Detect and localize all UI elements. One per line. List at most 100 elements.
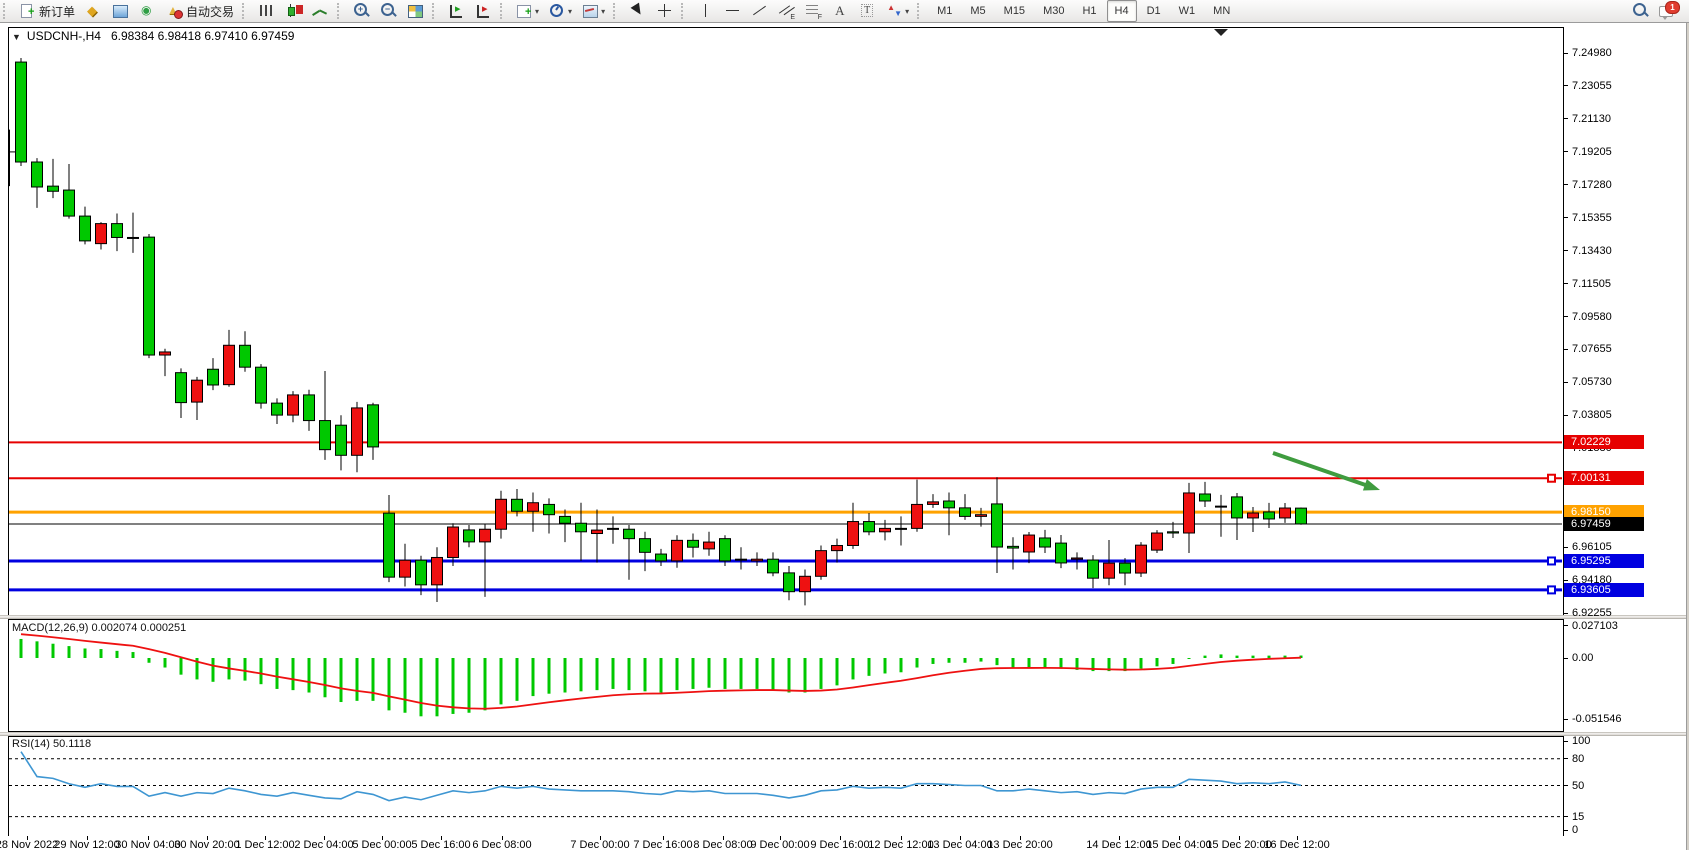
indicators-button[interactable]: ▾ [512, 0, 543, 22]
chat-icon: 1 [1659, 1, 1680, 20]
price-tick-label: 7.24980 [1572, 47, 1612, 59]
rsi-axis-tick [1563, 785, 1568, 786]
time-tick [1297, 836, 1298, 840]
time-tick [87, 836, 88, 840]
time-tick [600, 836, 601, 840]
chart-title: ▼ USDCNH-,H4 6.98384 6.98418 6.97410 6.974… [12, 29, 294, 43]
toolbar-grip [917, 3, 924, 19]
periods-button[interactable]: ▾ [545, 0, 576, 22]
price-chart-panel[interactable] [8, 27, 1564, 616]
trendline-button[interactable] [747, 0, 772, 22]
price-tick [1563, 184, 1568, 186]
trend-arrow-annotation[interactable] [1272, 451, 1372, 489]
time-tick [723, 836, 724, 840]
time-label: 6 Dec 08:00 [472, 839, 532, 850]
rsi-axis-tick [1563, 740, 1568, 742]
time-tick [960, 836, 961, 840]
search-button[interactable] [1628, 0, 1653, 22]
rsi-axis-label: 15 [1572, 810, 1585, 823]
bar-chart-button[interactable] [254, 0, 279, 22]
tile-windows-button[interactable] [403, 0, 428, 22]
macd-axis-label: -0.051546 [1572, 713, 1622, 726]
chevron-down-icon: ▾ [535, 6, 540, 16]
toolbar-right: 1 [1627, 1, 1681, 21]
chart-shift-marker[interactable] [1214, 29, 1228, 36]
rsi-panel[interactable] [8, 736, 1564, 837]
text-button[interactable] [828, 0, 853, 22]
timeframe-m1[interactable]: M1 [937, 5, 953, 17]
autotrading-icon [166, 3, 184, 19]
time-tick [441, 836, 442, 840]
data-window-button[interactable] [108, 0, 133, 22]
chevron-down-icon: ▾ [601, 6, 606, 16]
panel-splitter-rsi[interactable] [0, 732, 1689, 736]
fibonacci-button[interactable] [801, 0, 826, 22]
macd-indicator-label: MACD(12,26,9) 0.002074 0.000251 [12, 622, 187, 634]
timeframe-h4[interactable]: H4 [1106, 0, 1137, 22]
line-chart-icon [312, 3, 329, 19]
chart-shift-icon [475, 3, 492, 19]
time-tick [265, 836, 266, 840]
timeframe-w1[interactable]: W1 [1178, 5, 1196, 17]
level-handle-6.93605[interactable] [1547, 585, 1556, 595]
crosshair-button[interactable] [652, 0, 677, 22]
price-tick-label: 6.92255 [1572, 607, 1612, 619]
timeframe-m5[interactable]: M5 [970, 5, 986, 17]
search-icon [1632, 3, 1649, 19]
vertical-line-button[interactable] [693, 0, 718, 22]
rsi-frame [8, 736, 1564, 837]
timeframe-h1[interactable]: H1 [1082, 5, 1097, 17]
timeframe-m30[interactable]: M30 [1043, 5, 1065, 17]
time-tick [207, 836, 208, 840]
zoom-out-button[interactable] [376, 0, 401, 22]
auto-scroll-button[interactable] [444, 0, 469, 22]
text-label-button[interactable] [855, 0, 880, 22]
autotrading-button[interactable]: 自动交易 [162, 0, 238, 22]
template-icon [582, 3, 599, 19]
rsi-indicator-label: RSI(14) 50.1118 [12, 738, 92, 750]
macd-frame [8, 619, 1564, 732]
macd-axis-tick [1563, 718, 1568, 720]
line-chart-button[interactable] [308, 0, 333, 22]
price-tick-label: 7.05730 [1572, 376, 1612, 389]
macd-panel[interactable] [8, 619, 1564, 732]
panel-splitter-macd[interactable] [0, 615, 1689, 619]
time-label: 5 Dec 00:00 [352, 839, 412, 850]
chevron-down-icon: ▾ [568, 6, 573, 16]
zoom-in-button[interactable] [349, 0, 374, 22]
arrows-button[interactable]: ▾ [882, 0, 913, 22]
templates-button[interactable]: ▾ [578, 0, 609, 22]
time-tick [780, 836, 781, 840]
autotrading-button-label: 自动交易 [186, 4, 235, 19]
rsi-line [20, 751, 1302, 802]
market-watch-button[interactable] [81, 0, 106, 22]
price-tick [1563, 316, 1568, 318]
horizontal-line-button[interactable] [720, 0, 745, 22]
window-edge [1686, 23, 1689, 850]
level-handle-7.00131[interactable] [1547, 473, 1556, 483]
level-handle-6.95295[interactable] [1547, 556, 1556, 566]
candlestick-chart-button[interactable] [281, 0, 306, 22]
timeframe-mn[interactable]: MN [1213, 5, 1231, 17]
time-tick [1239, 836, 1240, 840]
cursor-button[interactable] [625, 0, 650, 22]
chart-menu-icon[interactable]: ▼ [12, 32, 21, 42]
notifications-button[interactable]: 1 [1655, 0, 1680, 22]
time-label: 29 Nov 12:00 [54, 839, 120, 850]
trendline-icon [751, 3, 768, 19]
fibo-icon [805, 3, 822, 21]
new-order-button[interactable]: 新订单 [15, 0, 79, 22]
timeframe-m15[interactable]: M15 [1003, 5, 1026, 17]
price-tick [1563, 348, 1568, 350]
chart-shift-button[interactable] [471, 0, 496, 22]
navigator-button[interactable] [135, 0, 160, 22]
time-label: 13 Dec 04:00 [927, 839, 993, 850]
text-a-icon [832, 3, 849, 19]
equidistant-channel-button[interactable] [774, 0, 799, 22]
candles-icon [285, 3, 302, 19]
toolbar-grip [242, 3, 249, 19]
time-label: 1 Dec 12:00 [235, 839, 295, 850]
timeframe-d1[interactable]: D1 [1146, 5, 1161, 17]
new-order-button-label: 新订单 [39, 4, 76, 19]
